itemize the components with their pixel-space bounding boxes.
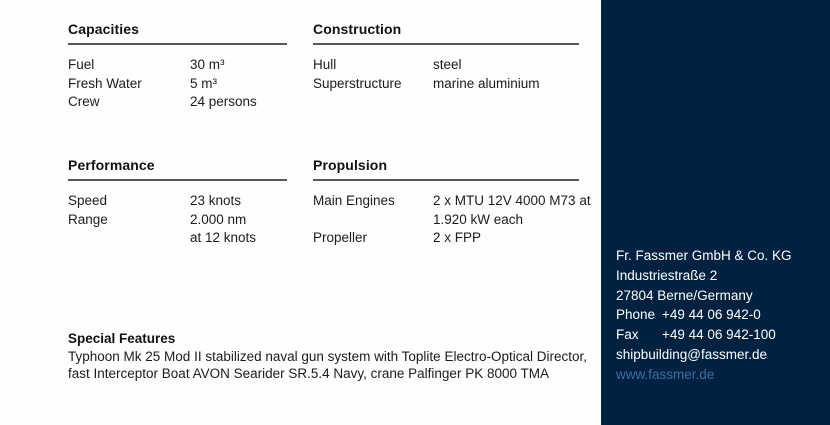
spec-label: Crew [68,94,100,109]
section-title-capacities: Capacities [68,21,140,37]
spec-row-fuel: Fuel 30 m³ [68,56,287,75]
spec-rows: Speed 23 knots Range 2.000 nm at 12 knot… [68,192,287,248]
main-content: Capacities Fuel 30 m³ Fresh Water 5 m³ C… [68,22,591,381]
section-divider [68,179,287,181]
spec-row-fresh-water: Fresh Water 5 m³ [68,75,287,94]
spec-row-range: Range 2.000 nm [68,211,287,230]
fax-number: +49 44 06 942-100 [662,327,776,343]
section-performance: Performance Speed 23 knots Range 2.000 n… [68,158,287,248]
section-special-features: Special Features Typhoon Mk 25 Mod II st… [68,330,608,383]
spec-row-main-engines: Main Engines 2 x MTU 12V 4000 M73 at [313,192,591,211]
company-name: Fr. Fassmer GmbH & Co. KG [616,248,792,263]
spec-value: 1.920 kW each [433,211,524,227]
spec-value: marine aluminium [433,75,540,91]
address-street: Industriestraße 2 [616,267,718,283]
spec-value: 2 x MTU 12V 4000 M73 at [433,193,591,208]
section-title-performance: Performance [68,157,155,173]
spec-row-superstructure: Superstructure marine aluminium [313,75,579,94]
spec-value: 24 persons [190,94,257,109]
section-construction: Construction Hull steel Superstructure m… [313,22,579,93]
spec-value: 30 m³ [190,57,225,72]
phone-label: Phone [616,307,656,323]
special-features-text-line: fast Interceptor Boat AVON Searider SR.5… [68,366,549,381]
fax-row: Fax +49 44 06 942-100 [616,325,822,345]
spec-rows: Main Engines 2 x MTU 12V 4000 M73 at 1.9… [313,192,591,248]
phone-number: +49 44 06 942-0 [662,307,761,323]
spec-value: steel [433,57,462,72]
spec-rows: Hull steel Superstructure marine alumini… [313,56,579,93]
address-city: 27804 Berne/Germany [616,287,753,303]
spec-label: Speed [68,193,108,208]
section-propulsion: Propulsion Main Engines 2 x MTU 12V 4000… [313,157,591,248]
fax-label: Fax [616,327,639,343]
section-divider [313,43,579,45]
spec-value: at 12 knots [190,230,257,245]
spec-label: Fuel [68,57,95,72]
contact-block: Fr. Fassmer GmbH & Co. KG Industriestraß… [616,246,822,385]
spec-row-crew: Crew 24 persons [68,93,287,112]
spec-label: Fresh Water [68,75,142,91]
spec-label: Main Engines [313,193,395,208]
spec-value: 2.000 nm [190,211,247,227]
section-title-propulsion: Propulsion [313,157,388,173]
spec-label: Propeller [313,230,368,245]
spec-value: 2 x FPP [433,230,482,245]
section-capacities: Capacities Fuel 30 m³ Fresh Water 5 m³ C… [68,22,287,112]
website-link[interactable]: www.fassmer.de [616,366,715,382]
spec-label: Hull [313,57,337,72]
special-features-text-line: Typhoon Mk 25 Mod II stabilized naval gu… [68,348,587,364]
spec-row-main-engines-continued: 1.920 kW each [313,211,579,230]
special-features-title: Special Features [68,331,176,346]
section-title-construction: Construction [313,21,402,37]
section-divider [313,179,579,181]
spec-value: 23 knots [190,193,242,208]
contact-sidebar: Fr. Fassmer GmbH & Co. KG Industriestraß… [601,0,830,425]
spec-row-propeller: Propeller 2 x FPP [313,229,579,248]
spec-label [313,211,433,230]
phone-row: Phone +49 44 06 942-0 [616,305,822,325]
spec-row-range-continued: at 12 knots [68,229,287,248]
email-address: shipbuilding@fassmer.de [616,346,768,362]
spec-value: 5 m³ [190,75,217,91]
spec-rows: Fuel 30 m³ Fresh Water 5 m³ Crew 24 pers… [68,56,287,112]
spec-label: Superstructure [313,75,402,91]
spec-label [68,229,190,248]
section-divider [68,43,287,45]
spec-row-hull: Hull steel [313,56,579,75]
spec-row-speed: Speed 23 knots [68,192,287,211]
spec-label: Range [68,211,108,227]
